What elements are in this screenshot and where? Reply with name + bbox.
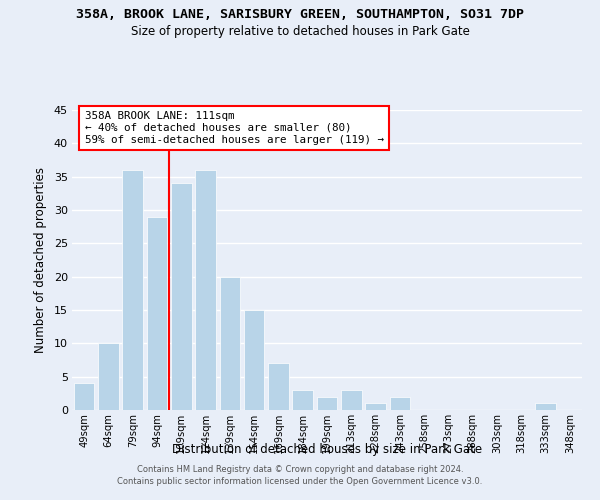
Bar — [195, 170, 216, 410]
Bar — [122, 170, 143, 410]
Bar — [365, 404, 386, 410]
Bar — [220, 276, 240, 410]
Bar — [292, 390, 313, 410]
Text: Contains HM Land Registry data © Crown copyright and database right 2024.: Contains HM Land Registry data © Crown c… — [137, 465, 463, 474]
Bar — [98, 344, 119, 410]
Y-axis label: Number of detached properties: Number of detached properties — [34, 167, 47, 353]
Bar — [146, 216, 167, 410]
Bar — [244, 310, 265, 410]
Text: 358A, BROOK LANE, SARISBURY GREEN, SOUTHAMPTON, SO31 7DP: 358A, BROOK LANE, SARISBURY GREEN, SOUTH… — [76, 8, 524, 20]
Text: 358A BROOK LANE: 111sqm
← 40% of detached houses are smaller (80)
59% of semi-de: 358A BROOK LANE: 111sqm ← 40% of detache… — [85, 112, 383, 144]
Bar — [389, 396, 410, 410]
Bar — [317, 396, 337, 410]
Text: Size of property relative to detached houses in Park Gate: Size of property relative to detached ho… — [131, 25, 469, 38]
Bar — [535, 404, 556, 410]
Bar — [171, 184, 191, 410]
Text: Contains public sector information licensed under the Open Government Licence v3: Contains public sector information licen… — [118, 477, 482, 486]
Bar — [268, 364, 289, 410]
Text: Distribution of detached houses by size in Park Gate: Distribution of detached houses by size … — [172, 442, 482, 456]
Bar — [74, 384, 94, 410]
Bar — [341, 390, 362, 410]
